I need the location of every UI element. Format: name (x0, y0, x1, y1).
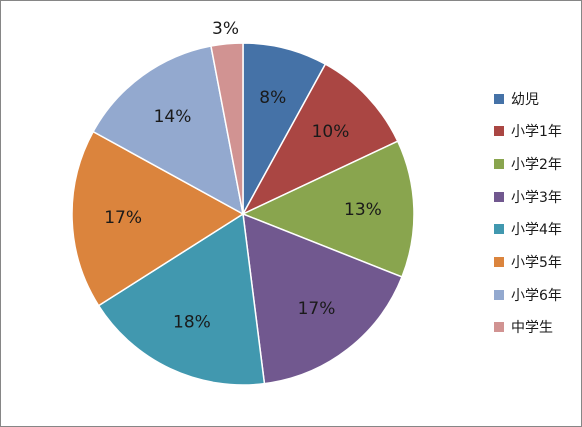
slice-value-label: 13% (344, 200, 382, 220)
legend-item: 小学6年 (494, 285, 562, 304)
pie-slice (242, 63, 399, 215)
legend-label: 小学1年 (511, 124, 562, 141)
legend-swatch (494, 224, 504, 235)
slice-value-label: 10% (312, 122, 350, 142)
slice-value-label: 3% (212, 19, 239, 39)
pie-slice (71, 130, 244, 307)
slice-value-labels: 8% 10% 13% 17% 18% 17% 14% 3% (104, 19, 382, 333)
pie-slice (242, 213, 403, 385)
legend-label: 小学4年 (511, 222, 562, 239)
legend-label: 中学生 (511, 320, 553, 337)
legend-label: 小学2年 (511, 156, 562, 173)
slice-value-label: 17% (104, 208, 142, 228)
legend-label: 小学3年 (511, 189, 562, 206)
slice-value-label: 14% (154, 107, 192, 127)
legend-label: 小学5年 (511, 254, 562, 271)
slice-value-label: 18% (173, 313, 211, 333)
legend-swatch (494, 191, 504, 202)
legend-swatch (494, 322, 504, 333)
pie-slice (210, 42, 244, 215)
pie-slice (97, 213, 266, 386)
legend-swatch (494, 289, 504, 300)
legend-item: 小学3年 (494, 187, 562, 206)
legend-item: 幼児 (494, 89, 562, 108)
legend-swatch (494, 256, 504, 267)
legend-item: 中学生 (494, 318, 562, 337)
legend-item: 小学2年 (494, 154, 562, 173)
slice-value-label: 8% (259, 88, 286, 108)
legend-swatch (494, 126, 504, 137)
legend-item: 小学4年 (494, 220, 562, 239)
pie-slice (242, 140, 415, 278)
legend-swatch (494, 93, 504, 104)
legend: 幼児 小学1年 小学2年 小学3年 小学4年 小学5年 小学6年 中学生 (494, 89, 562, 351)
pie-slice (92, 45, 244, 215)
legend-label: 小学6年 (511, 287, 562, 304)
legend-item: 小学1年 (494, 122, 562, 141)
pie-slices (71, 42, 415, 386)
legend-label: 幼児 (511, 91, 539, 108)
legend-item: 小学5年 (494, 252, 562, 271)
slice-value-label: 17% (298, 299, 336, 319)
legend-swatch (494, 158, 504, 169)
